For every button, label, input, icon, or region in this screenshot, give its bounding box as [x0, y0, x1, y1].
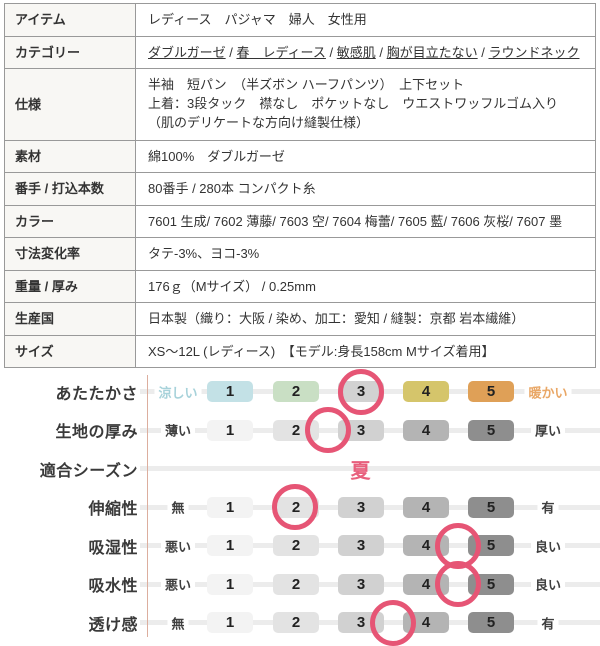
- scale-pill-5: 5: [468, 612, 514, 634]
- spec-row: 生産国 日本製（織り：大阪 / 染め、加工：愛知 / 縫製：京都 岩本繊維）: [4, 302, 596, 336]
- rating-row-label: あたたかさ: [0, 378, 140, 405]
- scale-left-label: 涼しい: [154, 381, 202, 403]
- category-link[interactable]: 敏感肌: [336, 44, 376, 60]
- scale-pill-4: 4: [403, 381, 449, 403]
- spec-row: 素材 綿100% ダブルガーゼ: [4, 139, 596, 174]
- scale-pill-2: 2: [273, 612, 319, 634]
- spec-row-label: サイズ: [4, 334, 136, 369]
- spec-row: カラー 7601 生成/ 7602 薄藤/ 7603 空/ 7604 梅蕾/ 76…: [4, 204, 596, 239]
- category-link[interactable]: ダブルガーゼ: [148, 44, 226, 60]
- category-separator: /: [375, 44, 387, 60]
- spec-row-label: 仕様: [4, 68, 136, 141]
- scale-right-label: 暖かい: [524, 381, 572, 403]
- rating-marker-circle: [304, 407, 351, 454]
- scale-right-label: 厚い: [530, 419, 566, 441]
- scale-pill-4: 4: [403, 419, 449, 441]
- rating-row: 生地の厚み 薄い 厚い 1 2 3 4 5: [0, 407, 600, 454]
- scale-pill-2: 2: [273, 535, 319, 557]
- rating-row-label: 伸縮性: [0, 494, 140, 521]
- rating-row-label: 吸湿性: [0, 532, 140, 559]
- spec-row-value: 7601 生成/ 7602 薄藤/ 7603 空/ 7604 梅蕾/ 7605 …: [135, 204, 596, 239]
- spec-row-value: XS〜12L (レディース) 【モデル:身長158cm Mサイズ着用】: [135, 334, 596, 369]
- scale-pill-1: 1: [207, 535, 253, 557]
- label-divider-line: [147, 375, 148, 637]
- spec-row-label: 重量 / 厚み: [4, 269, 136, 304]
- spec-row-label: 生産国: [4, 302, 136, 336]
- rating-track-line: [0, 466, 600, 472]
- scale-pill-2: 2: [273, 381, 319, 403]
- spec-row-label: 番手 / 打込本数: [4, 172, 136, 206]
- spec-row-value: タテ-3%、ヨコ-3%: [135, 237, 596, 271]
- spec-row: 番手 / 打込本数 80番手 / 280本 コンパクト糸: [4, 172, 596, 206]
- spec-table: アイテム レディース パジャマ 婦人 女性用 カテゴリー ダブルガーゼ / 春 レディ…: [4, 3, 596, 369]
- category-separator: /: [225, 44, 237, 60]
- spec-row-value: 80番手 / 280本 コンパクト糸: [135, 172, 596, 206]
- scale-left-label: 悪い: [160, 573, 196, 595]
- category-separator: /: [325, 44, 337, 60]
- spec-row: サイズ XS〜12L (レディース) 【モデル:身長158cm Mサイズ着用】: [4, 334, 596, 369]
- category-link[interactable]: 春 レディース: [236, 44, 326, 60]
- spec-row-label: カテゴリー: [4, 35, 136, 70]
- scale-right-label: 良い: [530, 573, 566, 595]
- spec-row-label: カラー: [4, 204, 136, 239]
- scale-pill-5: 5: [468, 419, 514, 441]
- spec-row-value: 半袖 短パン （半ズボン ハーフパンツ） 上下セット 上着：3段タック 襟なし …: [135, 68, 596, 141]
- product-spec-page: アイテム レディース パジャマ 婦人 女性用 カテゴリー ダブルガーゼ / 春 レディ…: [0, 3, 600, 646]
- rating-row-label: 適合シーズン: [0, 455, 140, 482]
- spec-row-label: アイテム: [4, 3, 136, 37]
- spec-row-value: 日本製（織り：大阪 / 染め、加工：愛知 / 縫製：京都 岩本繊維）: [135, 302, 596, 336]
- category-separator: /: [477, 44, 489, 60]
- rating-row-label: 生地の厚み: [0, 417, 140, 444]
- spec-row: カテゴリー ダブルガーゼ / 春 レディース / 敏感肌 / 胸が目立たない / …: [4, 35, 596, 70]
- rating-row: 透け感無有 1 2 3 4 5: [0, 599, 600, 646]
- spec-row-label: 寸法変化率: [4, 237, 136, 271]
- scale-right-label: 有: [537, 612, 559, 634]
- rating-marker-circle: [435, 561, 482, 608]
- spec-row-value: ダブルガーゼ / 春 レディース / 敏感肌 / 胸が目立たない / ラウンドネ…: [135, 35, 596, 70]
- spec-row: 仕様 半袖 短パン （半ズボン ハーフパンツ） 上下セット 上着：3段タック 襟な…: [4, 68, 596, 141]
- spec-row-value: 176ｇ（Mサイズ） / 0.25mm: [135, 269, 596, 304]
- spec-row-value: 綿100% ダブルガーゼ: [135, 139, 596, 174]
- scale-right-label: 良い: [530, 535, 566, 557]
- rating-row: 吸水性 悪い 良い 1 2 3 4 5: [0, 561, 600, 608]
- spec-row: 寸法変化率 タテ-3%、ヨコ-3%: [4, 237, 596, 271]
- rating-chart: あたたかさ 涼しい 暖かい 1 2 3 4 5 生地の厚み 薄い 厚い 1 2 3 4 5 適合シーズン夏伸縮性…: [0, 368, 600, 646]
- scale-pill-1: 1: [207, 419, 253, 441]
- spec-row: アイテム レディース パジャマ 婦人 女性用: [4, 3, 596, 37]
- category-link[interactable]: ラウンドネック: [488, 44, 580, 60]
- scale-left-label: 悪い: [160, 535, 196, 557]
- spec-row: 重量 / 厚み 176ｇ（Mサイズ） / 0.25mm: [4, 269, 596, 304]
- scale-pill-1: 1: [207, 612, 253, 634]
- scale-pill-3: 3: [338, 573, 384, 595]
- scale-pill-3: 3: [338, 496, 384, 518]
- scale-left-label: 無: [167, 612, 189, 634]
- rating-row: 吸湿性 悪い 良い 1 2 3 4 5: [0, 522, 600, 569]
- spec-row-label: 素材: [4, 139, 136, 174]
- scale-right-label: 有: [537, 496, 559, 518]
- scale-pill-5: 5: [468, 496, 514, 518]
- rating-row-label: 吸水性: [0, 571, 140, 598]
- rating-row: あたたかさ 涼しい 暖かい 1 2 3 4 5: [0, 368, 600, 415]
- scale-pill-5: 5: [468, 381, 514, 403]
- rating-marker-circle: [370, 599, 417, 646]
- rating-marker-circle: [272, 484, 319, 531]
- scale-pill-3: 3: [338, 535, 384, 557]
- season-value: 夏: [350, 460, 372, 483]
- rating-row: 適合シーズン 夏: [0, 449, 600, 488]
- scale-pill-2: 2: [273, 573, 319, 595]
- category-link[interactable]: 胸が目立たない: [386, 44, 478, 60]
- rating-row-label: 透け感: [0, 609, 140, 636]
- scale-pill-4: 4: [403, 496, 449, 518]
- scale-pill-1: 1: [207, 496, 253, 518]
- spec-table-body: アイテム レディース パジャマ 婦人 女性用 カテゴリー ダブルガーゼ / 春 レディ…: [4, 3, 596, 369]
- rating-marker-circle: [337, 368, 384, 415]
- scale-pill-1: 1: [207, 573, 253, 595]
- rating-row: 伸縮性無有 1 2 3 4 5: [0, 484, 600, 531]
- spec-row-value: レディース パジャマ 婦人 女性用: [135, 3, 596, 37]
- scale-left-label: 無: [167, 496, 189, 518]
- scale-pill-1: 1: [207, 381, 253, 403]
- scale-left-label: 薄い: [160, 419, 196, 441]
